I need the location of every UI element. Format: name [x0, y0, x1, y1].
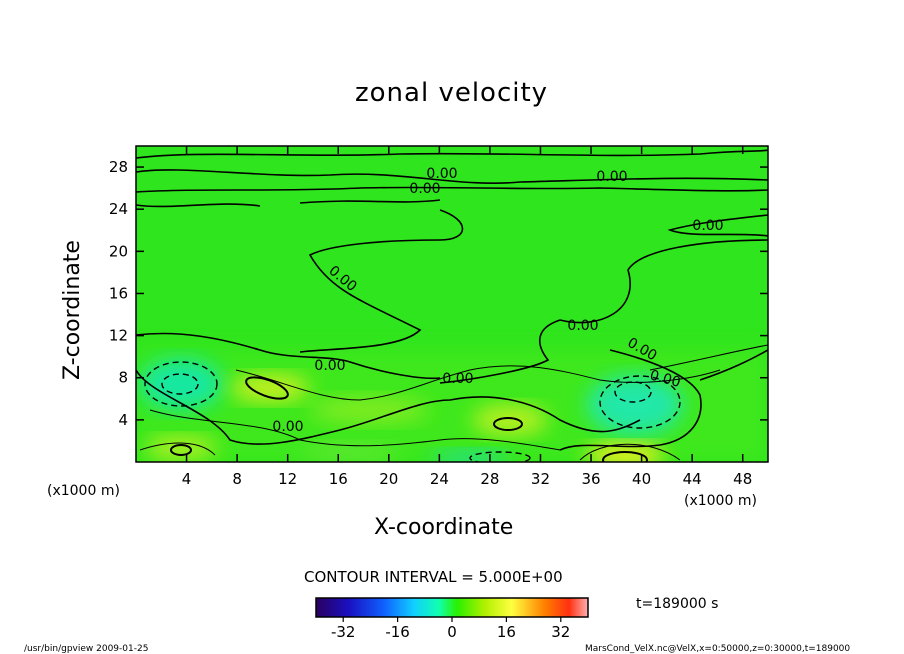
- x-axis: 4 8 12 16 20 24 28 32 36 40 44 48: [182, 146, 752, 488]
- y-tick-label: 28: [109, 158, 128, 176]
- y-tick-label: 20: [109, 242, 128, 260]
- x-tick-label: 24: [430, 470, 449, 488]
- x-tick-label: 32: [531, 470, 550, 488]
- x-axis-label: X-coordinate: [374, 515, 514, 540]
- contour-label: 0.00: [442, 371, 473, 387]
- contour-lines: [136, 149, 768, 461]
- x-tick-label: 4: [182, 470, 192, 488]
- plot-frame: [135, 145, 769, 463]
- x-tick-label: 40: [632, 470, 651, 488]
- colorbar-tick-label: -16: [385, 623, 410, 641]
- x-tick-label: 48: [733, 470, 752, 488]
- x-tick-label: 20: [379, 470, 398, 488]
- colorbar-tick-label: -32: [331, 623, 356, 641]
- feature-blob: [230, 374, 310, 402]
- x-axis-unit: (x1000 m): [684, 493, 757, 509]
- y-axis: 4 8 12 16 20 24 28: [109, 158, 768, 429]
- contour-label: 0.00: [272, 419, 303, 435]
- feature-blob: [310, 396, 430, 424]
- x-tick-label: 8: [232, 470, 242, 488]
- y-axis-label: Z-coordinate: [60, 240, 85, 380]
- footer-source: MarsCond_VelX.nc@VelX,x=0:50000,z=0:3000…: [585, 644, 851, 654]
- contour-interval-text: CONTOUR INTERVAL = 5.000E+00: [304, 568, 563, 586]
- colorbar-tick-label: 16: [497, 623, 516, 641]
- y-tick-label: 24: [109, 200, 128, 218]
- x-tick-label: 36: [581, 470, 600, 488]
- chart-title: zonal velocity: [355, 78, 549, 108]
- feature-blob: [139, 358, 223, 410]
- contour-label: 0.00: [426, 166, 457, 182]
- x-tick-label: 16: [329, 470, 348, 488]
- feature-blob: [472, 404, 548, 436]
- negative-contours: [144, 361, 681, 462]
- colorbar-ticks: -32 -16 0 16 32: [331, 617, 570, 641]
- y-tick-label: 4: [118, 411, 128, 429]
- field-blobs: [136, 350, 768, 462]
- time-text: t=189000 s: [636, 596, 719, 612]
- contour-label: 0.00: [596, 169, 627, 185]
- colorbar-tick-label: 32: [551, 623, 570, 641]
- colorbar: [315, 597, 589, 618]
- contour-label: 0.00: [567, 318, 598, 334]
- y-tick-label: 8: [118, 369, 128, 387]
- y-tick-label: 12: [109, 327, 128, 345]
- y-axis-unit: (x1000 m): [47, 483, 120, 499]
- colorbar-tick-label: 0: [447, 623, 457, 641]
- footer-program: /usr/bin/gpview 2009-01-25: [24, 644, 149, 654]
- feature-blob: [300, 443, 400, 461]
- feature-blob: [145, 436, 217, 460]
- positive-contours: [170, 376, 648, 462]
- x-tick-label: 28: [480, 470, 499, 488]
- x-tick-label: 12: [278, 470, 297, 488]
- contour-label: 0.00: [648, 367, 682, 391]
- y-tick-label: 16: [109, 284, 128, 302]
- contour-label: 0.00: [314, 358, 345, 374]
- x-tick-label: 44: [683, 470, 702, 488]
- contour-label: 0.00: [692, 218, 723, 234]
- contour-label: 0.00: [409, 181, 440, 197]
